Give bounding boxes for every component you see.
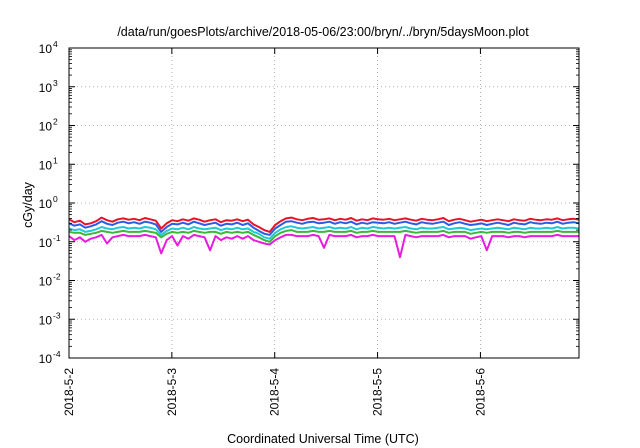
x-tick-label: 2018-5-6 — [473, 368, 487, 416]
series-line-5 — [68, 233, 579, 259]
y-tick-exponent: -1 — [53, 233, 61, 243]
grid — [69, 48, 579, 358]
y-tick-label: 10 — [39, 313, 53, 327]
y-tick-label: 10 — [39, 197, 53, 211]
y-axis-label: cGy/day — [21, 181, 35, 228]
y-tick-label: 10 — [39, 81, 53, 95]
x-tick-label: 2018-5-2 — [62, 368, 76, 416]
y-tick-exponent: 3 — [53, 78, 58, 88]
y-tick-exponent: 1 — [53, 155, 58, 165]
y-tick-exponent: 2 — [53, 117, 58, 127]
x-axis-label: Coordinated Universal Time (UTC) — [227, 432, 419, 446]
series-line-1 — [68, 216, 580, 233]
y-tick-exponent: -4 — [53, 349, 61, 359]
x-tick-label: 2018-5-5 — [371, 368, 385, 416]
series-line-4 — [68, 229, 579, 243]
y-tick-label: 10 — [39, 236, 53, 250]
x-axis: 2018-5-2 2018-5-3 2018-5-4 2018-5-5 2018-5-6 — [62, 48, 487, 416]
y-tick-label: 10 — [39, 120, 53, 134]
y-tick-exponent: 0 — [53, 194, 58, 204]
y-tick-exponent: 4 — [53, 39, 58, 49]
x-tick-label: 2018-5-4 — [268, 368, 282, 416]
y-tick-label: 10 — [39, 352, 53, 366]
y-tick-label: 10 — [39, 275, 53, 289]
x-tick-label: 2018-5-3 — [165, 368, 179, 416]
series-line-2 — [68, 220, 580, 236]
y-tick-label: 10 — [39, 158, 53, 172]
series-group — [68, 216, 580, 259]
y-tick-exponent: -2 — [53, 272, 61, 282]
series-line-3 — [68, 225, 580, 240]
chart-title: /data/run/goesPlots/archive/2018-05-06/2… — [117, 25, 529, 39]
y-tick-exponent: -3 — [53, 310, 61, 320]
y-tick-label: 10 — [39, 42, 53, 56]
